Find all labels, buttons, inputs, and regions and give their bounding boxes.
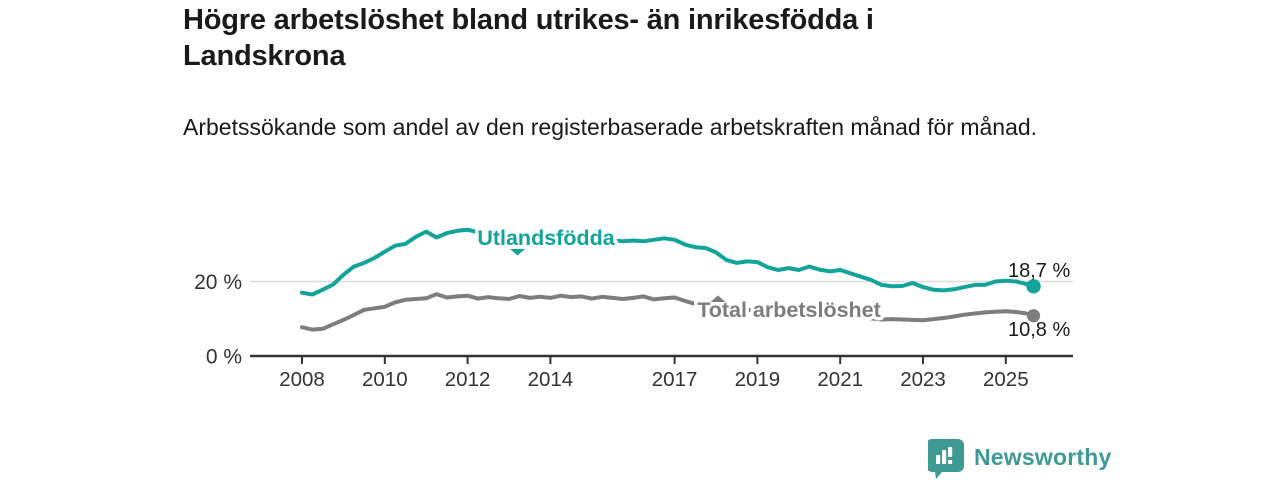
newsworthy-wordmark: Newsworthy <box>974 443 1112 470</box>
series-line-total <box>300 292 1036 332</box>
bar-3 <box>948 447 953 457</box>
chart-subtitle: Arbetssökande som andel av den registerb… <box>183 114 1038 140</box>
series-end-value-label: 18,7 % <box>1008 260 1070 282</box>
x-tick-label: 2021 <box>817 368 863 391</box>
bar-1 <box>936 455 941 464</box>
x-tick-label: 2019 <box>735 368 781 391</box>
series-end-dot <box>1026 309 1041 323</box>
series-label-caret-up-icon <box>710 295 726 302</box>
y-tick-label: 20 % <box>194 271 242 294</box>
x-tick-label: 2012 <box>445 368 491 391</box>
series-label: Total arbetslöshet <box>697 298 881 322</box>
x-tick-label: 2017 <box>652 368 698 391</box>
series-end-dot <box>1026 279 1041 294</box>
series-end-value-label: 10,8 % <box>1008 319 1070 341</box>
chart-title: Högre arbetslöshet bland utrikes- än inr… <box>183 4 874 72</box>
series-label-caret-down-icon <box>510 249 525 256</box>
x-tick-label: 2025 <box>983 368 1029 391</box>
series-line-utlandsfodda <box>300 227 1036 297</box>
x-tick-label: 2023 <box>900 368 946 391</box>
newsworthy-logo: Newsworthy <box>928 439 1112 479</box>
x-tick-label: 2008 <box>279 368 325 391</box>
bar-chart-badge-icon <box>928 439 964 479</box>
bar-2 <box>942 450 947 464</box>
series-label: Utlandsfödda <box>477 226 615 250</box>
exclamation-dot <box>948 460 953 464</box>
x-tick-label: 2014 <box>528 368 574 391</box>
x-tick-label: 2010 <box>362 368 408 391</box>
y-tick-label: 0 % <box>206 346 242 369</box>
